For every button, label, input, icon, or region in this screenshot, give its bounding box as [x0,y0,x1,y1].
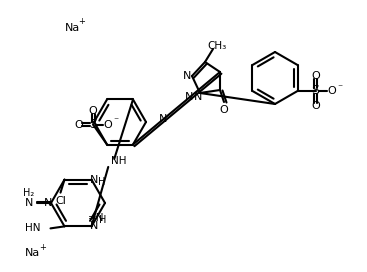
Text: N: N [90,175,99,185]
Text: N: N [185,92,194,102]
Text: S: S [312,85,320,97]
Text: =N: =N [88,213,105,223]
Text: O: O [311,71,320,81]
Text: CH₃: CH₃ [207,41,227,51]
Text: Cl: Cl [55,196,66,206]
Text: N: N [183,71,191,81]
Text: O: O [327,86,336,96]
Text: +: + [79,17,86,26]
Text: NH: NH [110,156,126,166]
Text: N: N [44,198,52,208]
Text: HN: HN [25,223,40,233]
Text: O: O [88,106,97,116]
Text: N: N [194,92,202,102]
Text: ⁻: ⁻ [113,116,119,126]
Text: N: N [159,114,168,124]
Text: ⁻: ⁻ [337,83,342,93]
Text: S: S [89,118,97,131]
Text: +: + [40,243,47,252]
Text: Na: Na [25,248,41,258]
Text: O: O [311,101,320,111]
Text: O: O [219,105,228,115]
Text: N: N [90,221,99,231]
Text: H: H [99,215,106,225]
Text: Na: Na [64,23,80,33]
Text: N: N [25,198,33,208]
Text: O: O [75,119,83,129]
Text: H₂: H₂ [23,188,34,198]
Text: H: H [98,177,105,187]
Text: O: O [103,119,112,129]
